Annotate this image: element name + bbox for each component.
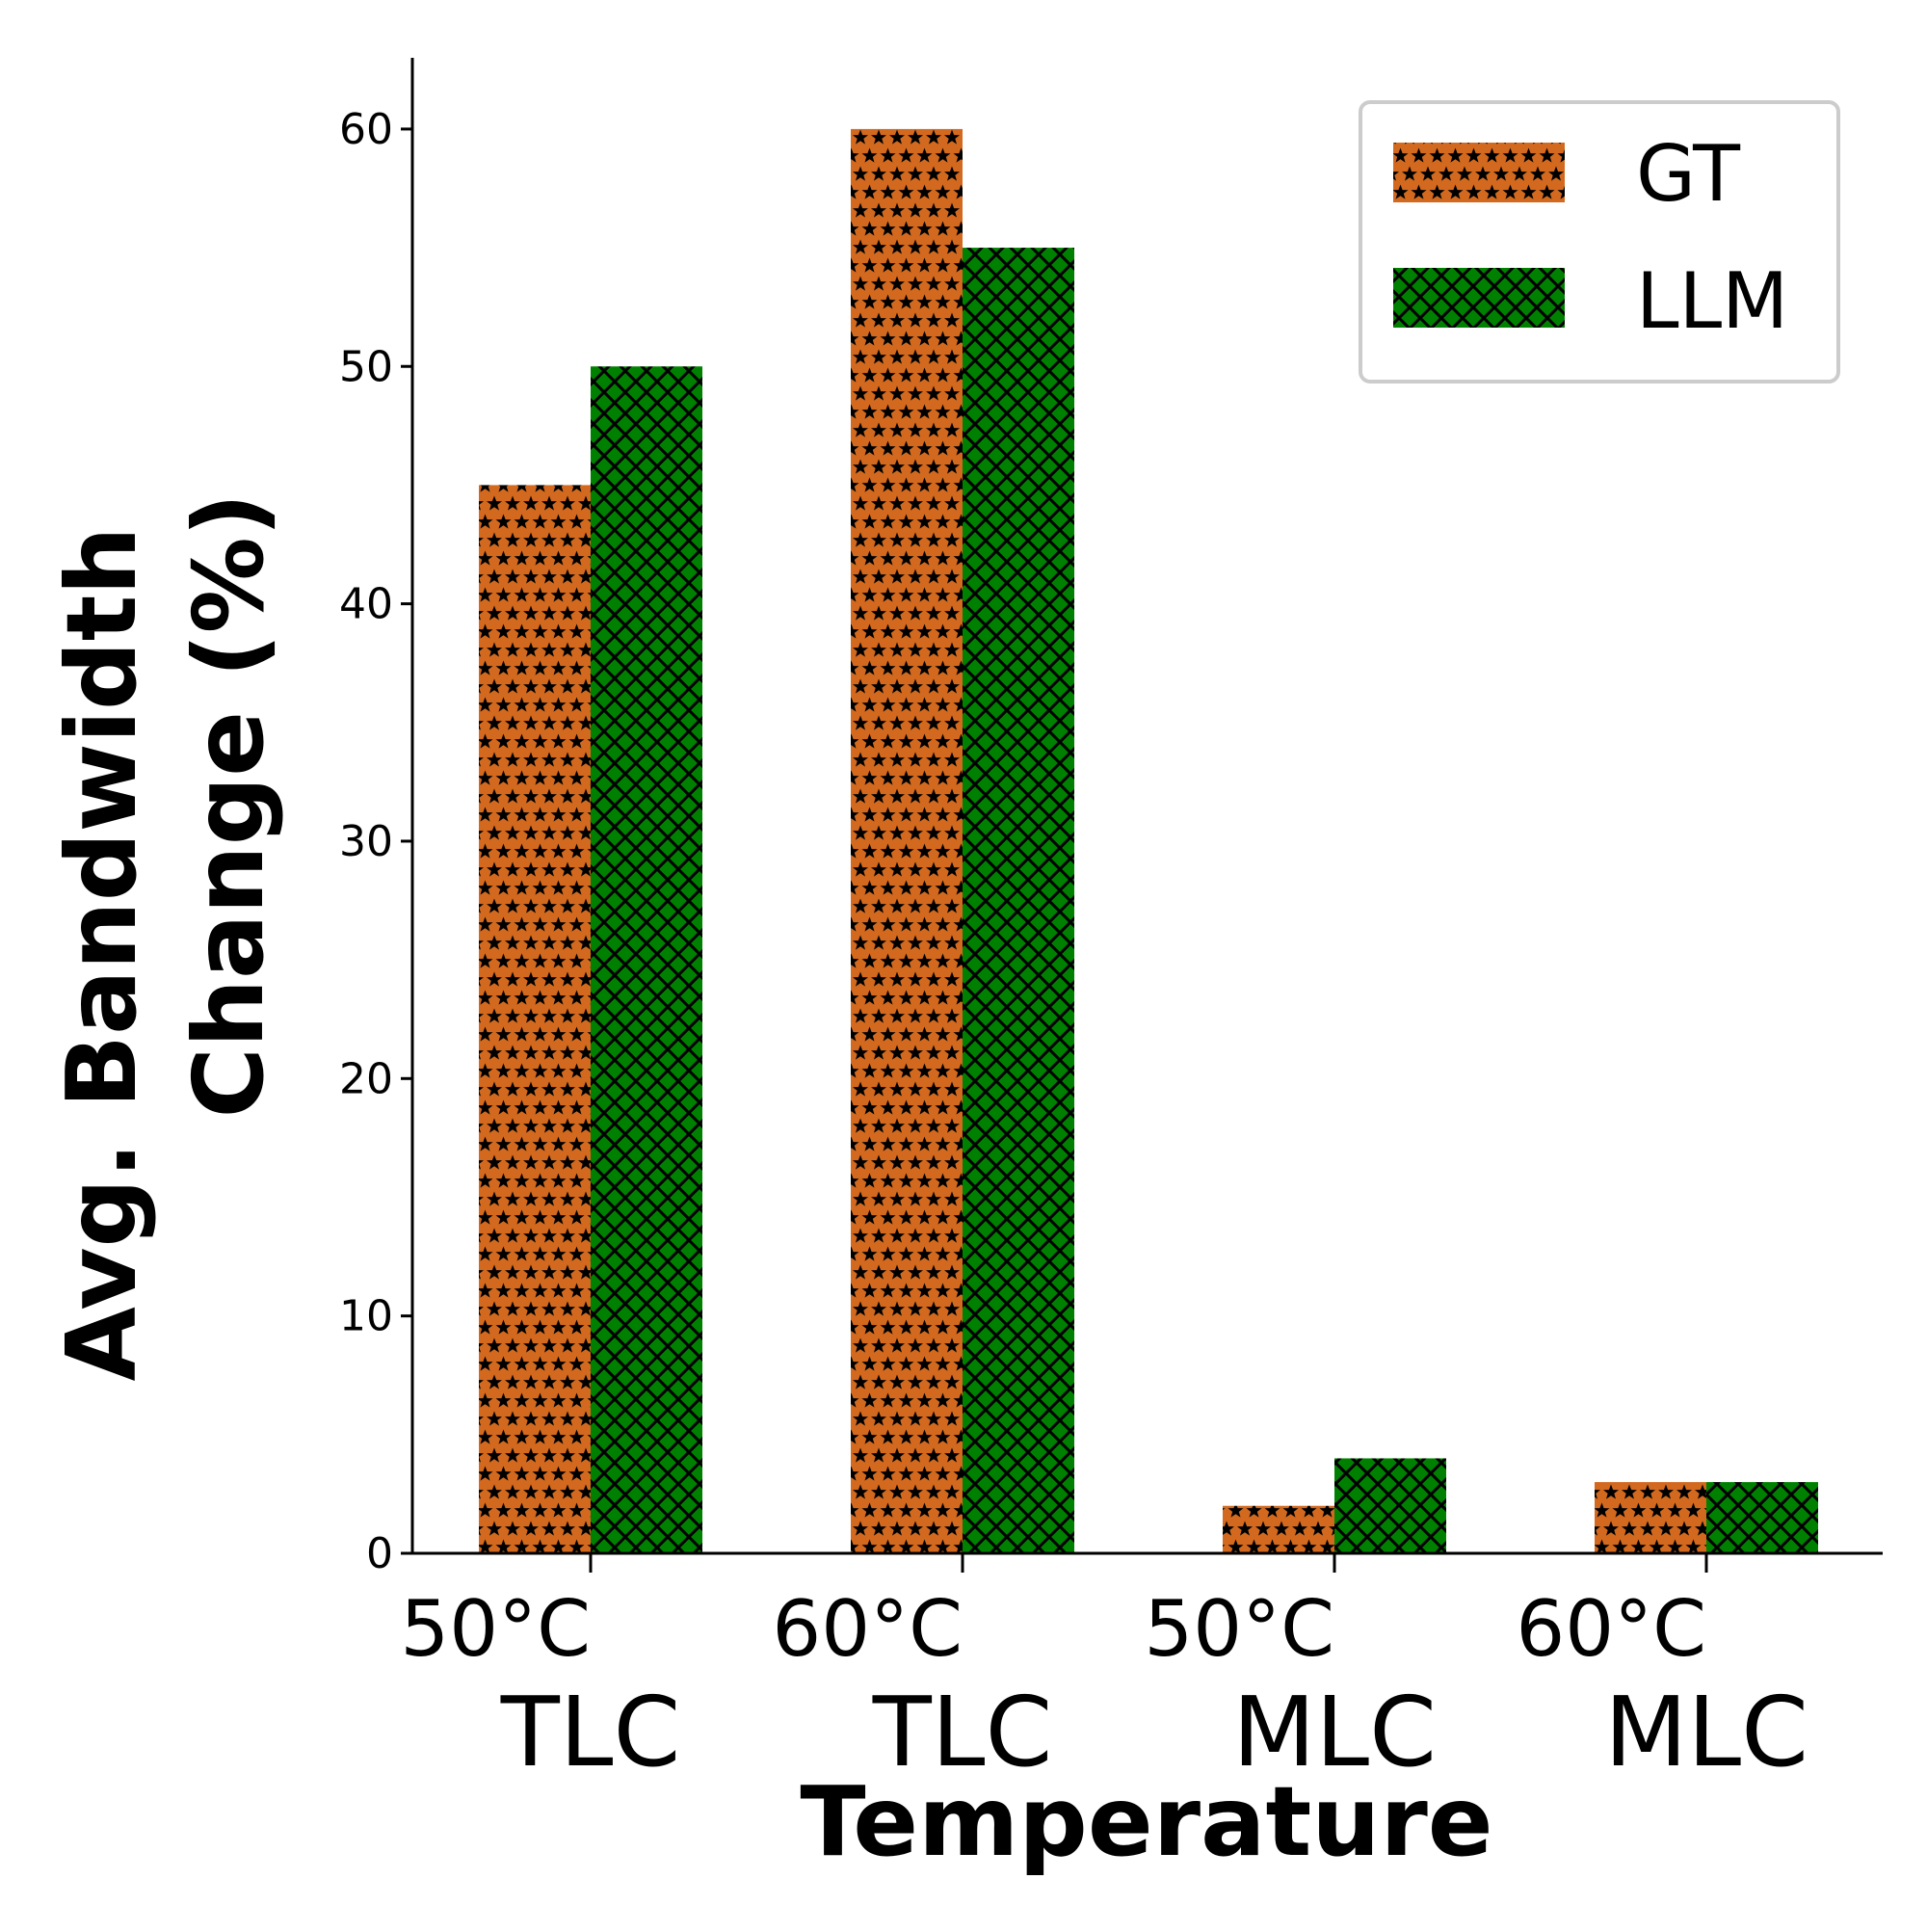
y-axis-title-line2: Change (%) bbox=[172, 492, 285, 1118]
x-tick-label-type: TLC bbox=[500, 1676, 681, 1788]
bar-gt-0 bbox=[479, 485, 591, 1553]
y-tick-label: 30 bbox=[339, 817, 393, 866]
x-tick-label-temp: 60°C bbox=[772, 1584, 963, 1674]
bar-gt-2 bbox=[1223, 1505, 1334, 1553]
x-tick-label-type: TLC bbox=[872, 1676, 1053, 1788]
bar-llm-3 bbox=[1706, 1482, 1818, 1553]
x-axis-title: Temperature bbox=[800, 1765, 1492, 1878]
x-tick-label-temp: 60°C bbox=[1516, 1584, 1706, 1674]
bar-llm-2 bbox=[1334, 1458, 1446, 1553]
y-tick-label: 40 bbox=[339, 580, 393, 629]
y-tick-label: 60 bbox=[339, 105, 393, 154]
bar-llm-0 bbox=[591, 366, 702, 1554]
legend-label-gt: GT bbox=[1636, 129, 1741, 219]
legend-swatch-gt bbox=[1393, 143, 1565, 202]
y-ticks: 0 10 20 30 40 50 60 bbox=[339, 105, 412, 1578]
bar-llm-1 bbox=[963, 248, 1074, 1554]
legend: GT LLM bbox=[1359, 100, 1840, 384]
y-axis-title-line1: Avg. Bandwidth bbox=[45, 526, 158, 1381]
x-tick-label-temp: 50°C bbox=[400, 1584, 591, 1674]
x-tick-label-type: MLC bbox=[1232, 1676, 1437, 1788]
legend-swatch-llm bbox=[1393, 268, 1565, 328]
bars-layer bbox=[479, 128, 1818, 1554]
y-tick-label: 50 bbox=[339, 342, 393, 391]
bar-gt-1 bbox=[851, 128, 963, 1553]
x-tick-label-type: MLC bbox=[1604, 1676, 1808, 1788]
bar-gt-3 bbox=[1595, 1482, 1706, 1553]
legend-label-llm: LLM bbox=[1636, 256, 1788, 346]
x-tick-label-temp: 50°C bbox=[1144, 1584, 1334, 1674]
y-tick-label: 10 bbox=[339, 1292, 393, 1341]
y-tick-label: 20 bbox=[339, 1054, 393, 1103]
y-tick-label: 0 bbox=[366, 1529, 393, 1578]
